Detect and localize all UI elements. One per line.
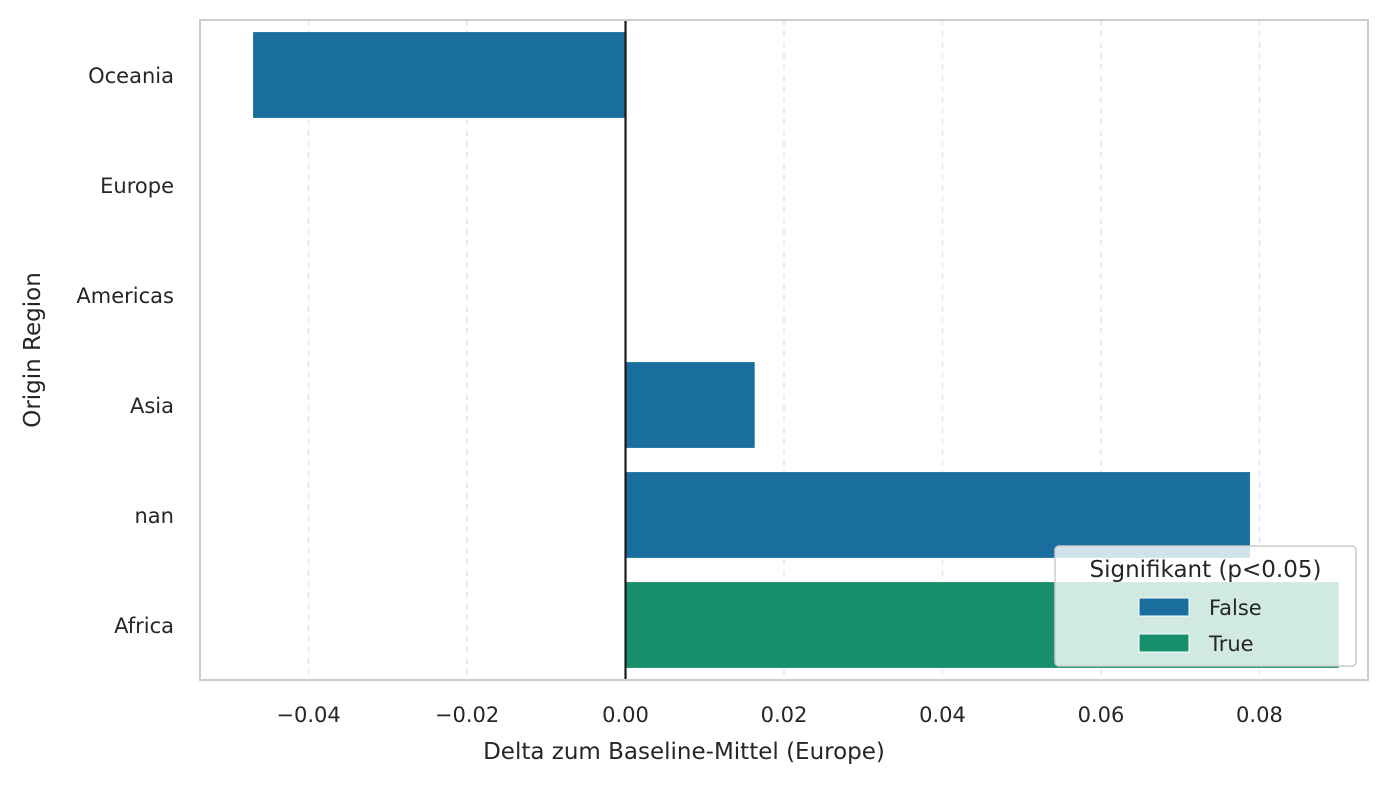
legend-entries: False True <box>1138 596 1262 656</box>
legend-swatch-true <box>1138 633 1190 653</box>
y-tick-label: Africa <box>114 614 174 638</box>
y-tick-label: Asia <box>130 394 174 418</box>
y-axis-ticks: Oceania Europe Americas Asia nan Africa <box>76 64 174 638</box>
legend-title: Signifikant (p<0.05) <box>1090 557 1322 583</box>
x-axis-ticks: −0.04 −0.02 0.00 0.02 0.04 0.06 0.08 <box>276 703 1282 727</box>
x-axis-label: Delta zum Baseline-Mittel (Europe) <box>483 739 885 765</box>
legend-label-true: True <box>1208 632 1254 656</box>
x-tick-label: 0.02 <box>761 703 808 727</box>
bar-oceania-false <box>253 32 626 118</box>
x-tick-label: −0.04 <box>276 703 340 727</box>
y-tick-label: Oceania <box>88 64 174 88</box>
x-tick-label: 0.08 <box>1236 703 1283 727</box>
legend-swatch-false <box>1138 597 1190 617</box>
legend-box <box>1054 545 1357 667</box>
y-tick-label: nan <box>135 504 175 528</box>
legend-label-false: False <box>1209 596 1262 620</box>
x-tick-label: 0.06 <box>1078 703 1125 727</box>
legend: Signifikant (p<0.05) False True <box>1054 545 1357 667</box>
bar-asia-false <box>625 362 755 448</box>
x-tick-label: 0.00 <box>602 703 649 727</box>
x-tick-label: 0.04 <box>919 703 966 727</box>
x-tick-label: −0.02 <box>435 703 499 727</box>
y-axis-label: Origin Region <box>20 272 46 428</box>
bar-nan-false <box>625 472 1250 558</box>
plot-frame <box>199 19 1369 681</box>
y-tick-label: Americas <box>76 284 174 308</box>
y-tick-label: Europe <box>100 174 174 198</box>
